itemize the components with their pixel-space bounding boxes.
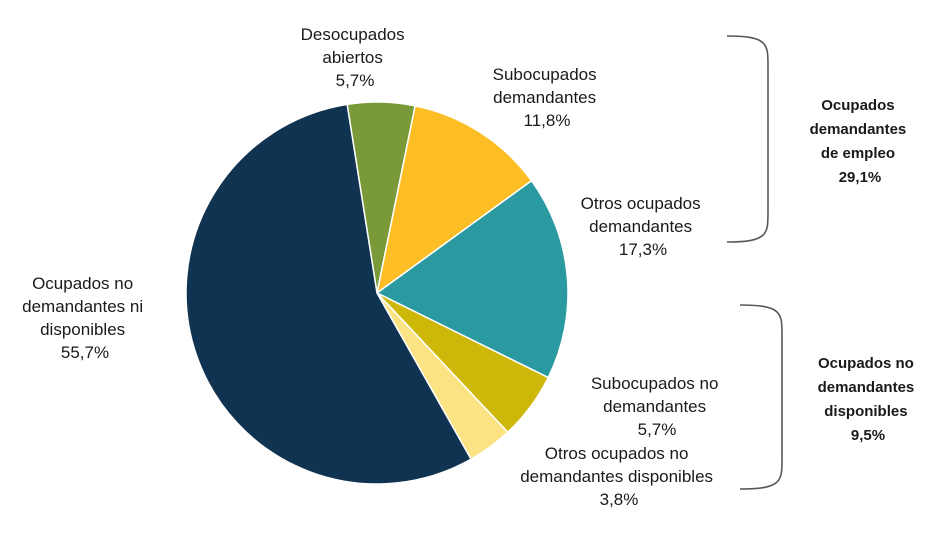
label-subocupados-no-demandantes: Subocupados no demandantes 5,7% [591, 374, 723, 439]
pie-slice-2 [375, 179, 569, 379]
label-otros-ocupados-no-demandantes-disponibles: Otros ocupados no demandantes disponible… [520, 444, 718, 509]
pie-slice-5 [185, 103, 473, 485]
label-otros-ocupados-demandantes: Otros ocupados demandantes 17,3% [581, 194, 706, 259]
label-subocupados-demandantes: Subocupados demandantes 11,8% [493, 65, 602, 130]
label-ocupados-no-demandantes-ni-disponibles: Ocupados no demandantes ni disponibles 5… [22, 274, 148, 362]
group-labels: Ocupados demandantes de empleo 29,1% Ocu… [810, 97, 919, 444]
pie-slices [185, 101, 569, 485]
slice-labels: Desocupados abiertos 5,7% Subocupados de… [22, 25, 723, 509]
bracket-no-demandantes-disponibles [739, 304, 783, 490]
group-label-ocupados-demandantes-de-empleo: Ocupados demandantes de empleo 29,1% [810, 97, 911, 186]
bracket-demandantes [726, 35, 769, 243]
label-desocupados-abiertos: Desocupados abiertos 5,7% [301, 25, 410, 90]
group-label-ocupados-no-demandantes-disponibles: Ocupados no demandantes disponibles 9,5% [818, 355, 919, 444]
pie-slice-1 [375, 104, 533, 295]
